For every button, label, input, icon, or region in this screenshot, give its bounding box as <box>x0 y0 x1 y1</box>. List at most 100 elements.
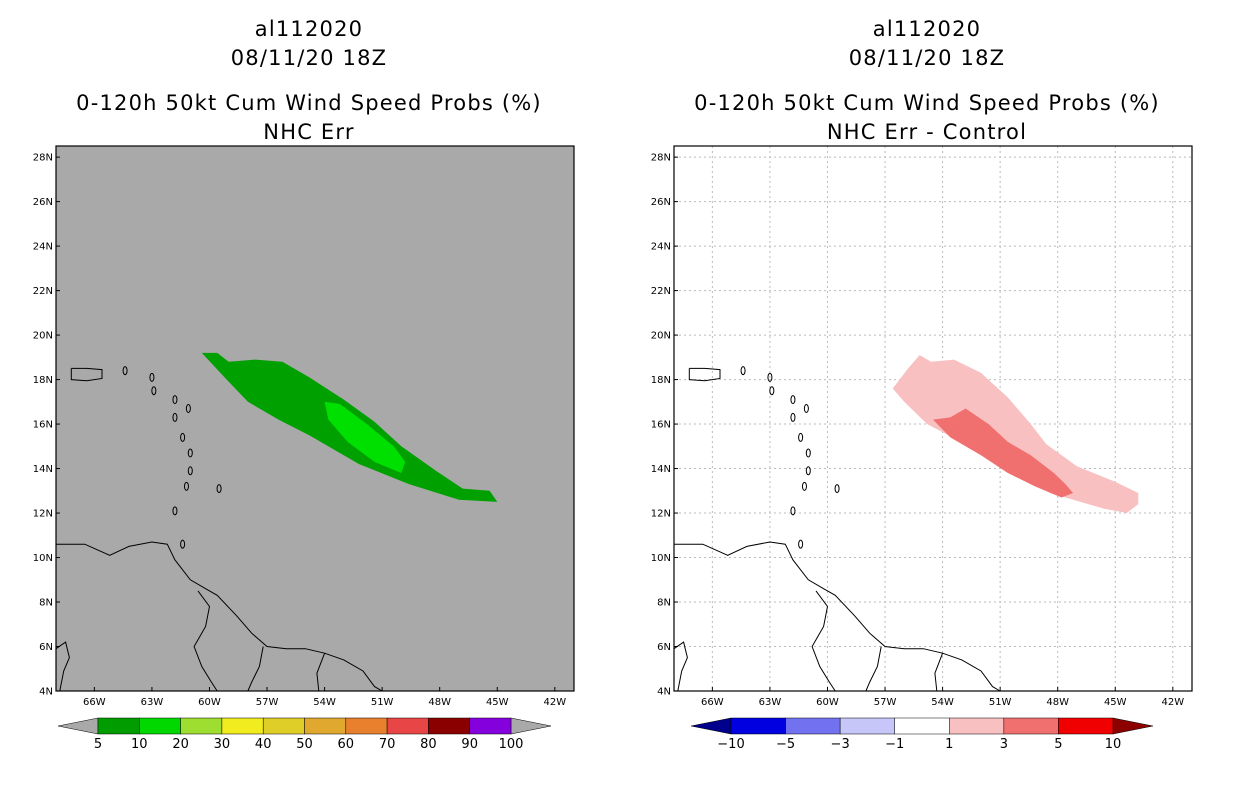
island <box>187 448 193 458</box>
colorbar-label: 30 <box>214 737 231 752</box>
y-tick-label: 4N <box>39 687 53 698</box>
colorbar-swatch <box>949 717 1005 735</box>
island <box>740 366 746 376</box>
colorbar-label: 70 <box>379 737 396 752</box>
chart-subtitle-right: NHC Err - Control <box>826 120 1028 144</box>
colorbar-label: −10 <box>717 737 744 752</box>
y-tick-label: 20N <box>33 331 53 342</box>
y-tick-label: 26N <box>651 197 671 208</box>
island <box>149 372 155 382</box>
island <box>172 395 178 405</box>
colorbar-swatch <box>304 717 347 735</box>
contour-region-1-3 <box>892 355 1139 513</box>
island <box>805 448 811 458</box>
colorbar-swatch <box>180 717 223 735</box>
island <box>834 484 840 494</box>
island <box>187 466 193 476</box>
coastline-interior3 <box>316 653 326 692</box>
x-tick-label: 60W <box>816 697 839 708</box>
datetime-left: 08/11/20 18Z <box>230 46 388 70</box>
x-tick-label: 57W <box>874 697 897 708</box>
island <box>185 403 191 413</box>
island <box>183 481 189 491</box>
island <box>801 481 807 491</box>
island <box>180 432 186 442</box>
coastline-south <box>56 541 383 692</box>
x-tick-label: 54W <box>931 697 954 708</box>
colorbar-swatch <box>469 717 512 735</box>
x-tick-label: 45W <box>1104 697 1127 708</box>
y-tick-label: 22N <box>651 286 671 297</box>
datetime-right: 08/11/20 18Z <box>848 46 1006 70</box>
y-tick-label: 20N <box>651 331 671 342</box>
y-tick-label: 18N <box>651 375 671 386</box>
island <box>151 386 157 396</box>
island <box>790 412 796 422</box>
x-tick-label: 48W <box>428 697 451 708</box>
x-tick-label: 66W <box>701 697 724 708</box>
contour-region-10-20 <box>324 401 406 473</box>
colorbar-label: 5 <box>1054 737 1062 752</box>
y-tick-label: 16N <box>33 420 53 431</box>
y-tick-label: 28N <box>651 153 671 164</box>
chart-title-left: 0-120h 50kt Cum Wind Speed Probs (%) <box>76 91 542 115</box>
x-tick-label: 54W <box>313 697 336 708</box>
plot-frame <box>55 145 575 692</box>
colorbar-label: −5 <box>776 737 795 752</box>
map-chart-left: 66W 63W 60W 57W 54W 51W 48W 45W 42W 4N 6N 8N 10N 12N 1… <box>33 145 575 752</box>
island <box>798 432 804 442</box>
colorbar-label: 90 <box>461 737 478 752</box>
island <box>790 506 796 516</box>
colorbar-label: 1 <box>945 737 953 752</box>
colorbar-swatch <box>97 717 140 735</box>
island <box>798 539 804 549</box>
coastline-interior1 <box>193 590 218 692</box>
coastline-pr <box>688 367 721 382</box>
coastline-interior3 <box>934 653 944 692</box>
colorbar-label: −1 <box>885 737 904 752</box>
colorbar-label: 100 <box>499 737 524 752</box>
y-tick-label: 16N <box>651 420 671 431</box>
y-tick-label: 4N <box>657 687 671 698</box>
island <box>180 539 186 549</box>
storm-id-left: al112020 <box>254 17 364 41</box>
y-tick-label: 8N <box>657 598 671 609</box>
colorbar-swatch <box>894 717 950 735</box>
x-tick-label: 48W <box>1046 697 1069 708</box>
chart-subtitle-left: NHC Err <box>263 120 355 144</box>
y-tick-label: 14N <box>33 464 53 475</box>
colorbar-label: 10 <box>1105 737 1122 752</box>
y-tick-label: 24N <box>651 242 671 253</box>
x-tick-label: 60W <box>198 697 221 708</box>
colorbar-swatch <box>730 717 786 735</box>
island <box>790 395 796 405</box>
colorbar-low-end <box>57 717 99 735</box>
island <box>805 466 811 476</box>
island <box>172 506 178 516</box>
colorbar-label: −3 <box>831 737 850 752</box>
colorbar-label: 5 <box>94 737 102 752</box>
x-tick-label: 66W <box>83 697 106 708</box>
colorbar-label: 10 <box>131 737 148 752</box>
y-tick-label: 6N <box>39 642 53 653</box>
storm-id-right: al112020 <box>872 17 982 41</box>
coastline-interior1 <box>811 590 836 692</box>
y-tick-label: 10N <box>33 553 53 564</box>
x-tick-label: 42W <box>1162 697 1185 708</box>
colorbar-high-end <box>510 717 552 735</box>
x-tick-label: 42W <box>544 697 567 708</box>
island <box>803 403 809 413</box>
x-tick-label: 51W <box>989 697 1012 708</box>
y-tick-label: 26N <box>33 197 53 208</box>
colorbar-swatch <box>1058 717 1114 735</box>
colorbar-swatch <box>839 717 895 735</box>
colorbar-swatch <box>221 717 264 735</box>
y-tick-label: 6N <box>657 642 671 653</box>
y-tick-label: 8N <box>39 598 53 609</box>
x-tick-label: 45W <box>486 697 509 708</box>
colorbar-swatch <box>262 717 305 735</box>
colorbar-low-end <box>690 717 732 735</box>
colorbar-swatch <box>428 717 470 735</box>
island <box>767 372 773 382</box>
y-tick-label: 22N <box>33 286 53 297</box>
